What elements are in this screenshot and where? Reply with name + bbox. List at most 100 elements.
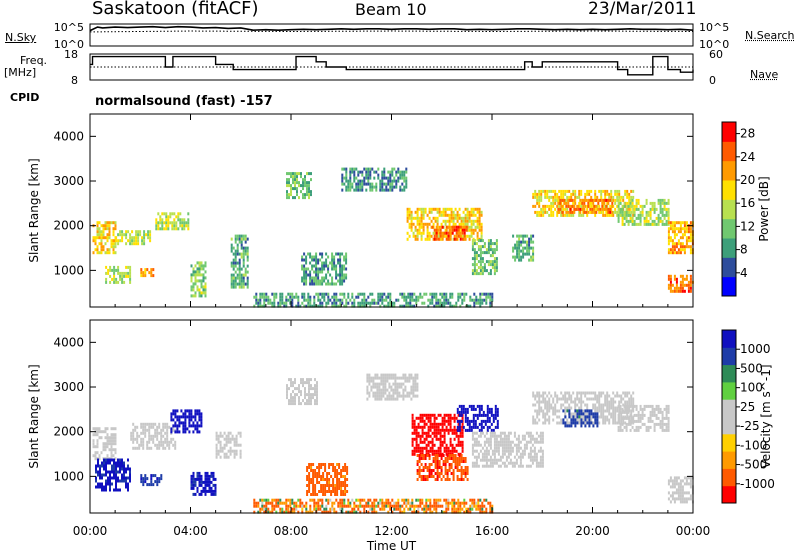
scatter-cell [420,237,423,241]
scatter-cell [651,407,654,411]
scatter-cell [214,486,217,490]
scatter-cell [402,394,405,398]
scatter-cell [242,279,245,283]
scatter-cell [539,437,542,441]
scatter-cell [485,431,488,435]
scatter-cell [488,410,491,414]
scatter-cell [541,461,544,465]
scatter-cell [263,292,266,296]
scatter-cell [483,458,486,462]
scatter-cell [387,170,390,174]
scatter-cell [94,451,97,455]
scatter-cell [179,218,182,222]
scatter-cell [344,475,347,478]
scatter-cell [619,210,622,214]
scatter-cell [451,446,454,450]
scatter-cell [339,301,342,305]
scatter-cell [544,421,547,425]
scatter-cell [99,470,101,474]
scatter-cell [368,391,371,395]
scatter-cell [347,188,350,192]
scatter-cell [496,425,499,429]
scatter-cell [472,231,475,235]
nsearch-tick-bottom: 10^0 [699,38,729,51]
scatter-cell [427,431,430,435]
scatter-cell [231,434,234,438]
scatter-cell [323,292,326,296]
scatter-cell [618,394,621,398]
scatter-cell [406,210,409,214]
scatter-cell [196,261,199,265]
scatter-patch [92,427,117,461]
scatter-cell [497,449,500,453]
scatter-cell [501,452,504,456]
scatter-cell [548,207,551,211]
scatter-cell [198,267,201,271]
pow-g-cells [92,167,694,308]
scatter-cell [121,277,124,281]
scatter-cell [419,434,422,438]
scatter-cell [617,207,620,211]
scatter-cell [175,227,178,231]
scatter-cell [617,216,620,220]
scatter-cell [618,409,621,413]
scatter-cell [288,184,290,188]
scatter-patch [95,458,131,492]
scatter-cell [414,394,417,398]
scatter-cell [443,446,446,450]
scatter-cell [587,201,590,205]
scatter-cell [176,430,179,434]
scatter-cell [308,475,311,478]
scatter-cell [629,219,632,223]
scatter-cell [546,210,549,214]
scatter-cell [96,439,99,443]
scatter-cell [459,304,462,308]
scatter-cell [174,440,177,444]
scatter-cell [307,267,310,271]
scatter-cell [550,406,553,410]
scatter-cell [578,210,581,214]
scatter-cell [125,233,128,237]
scatter-cell [230,237,233,241]
scatter-cell [349,182,352,186]
scatter-cell [486,404,489,408]
scatter-cell [464,413,467,417]
scatter-cell [448,219,451,223]
scatter-cell [489,254,492,258]
scatter-cell [411,304,414,308]
scatter-cell [382,391,385,395]
scatter-cell [108,436,111,440]
scatter-cell [174,412,177,416]
scatter-cell [315,255,318,259]
scatter-cell [623,416,626,420]
scatter-cell [556,198,559,202]
scatter-cell [572,391,575,395]
scatter-cell [351,295,354,299]
scatter-cell [679,491,682,495]
scatter-cell [119,467,121,471]
scatter-cell [309,295,312,299]
scatter-cell [463,234,466,238]
scatter-cell [675,289,678,293]
scatter-cell [424,222,427,226]
scatter-cell [162,443,165,447]
scatter-cell [473,266,476,270]
scatter-cell [430,207,433,211]
scatter-cell [649,419,652,423]
scatter-cell [329,298,332,302]
scatter-cell [673,224,676,228]
scatter-cell [94,454,97,458]
scatter-cell [320,463,323,466]
scatter-cell [310,387,312,391]
scatter-cell [681,242,684,246]
scatter-cell [181,218,184,222]
scatter-cell [271,292,274,296]
scatter-cell [518,255,521,259]
scatter-cell [146,422,149,426]
scatter-cell [311,267,314,271]
scatter-cell [365,173,368,177]
scatter-cell [511,440,514,444]
scatter-cell [558,195,561,199]
scatter-cell [130,434,133,438]
scatter-cell [376,397,379,401]
